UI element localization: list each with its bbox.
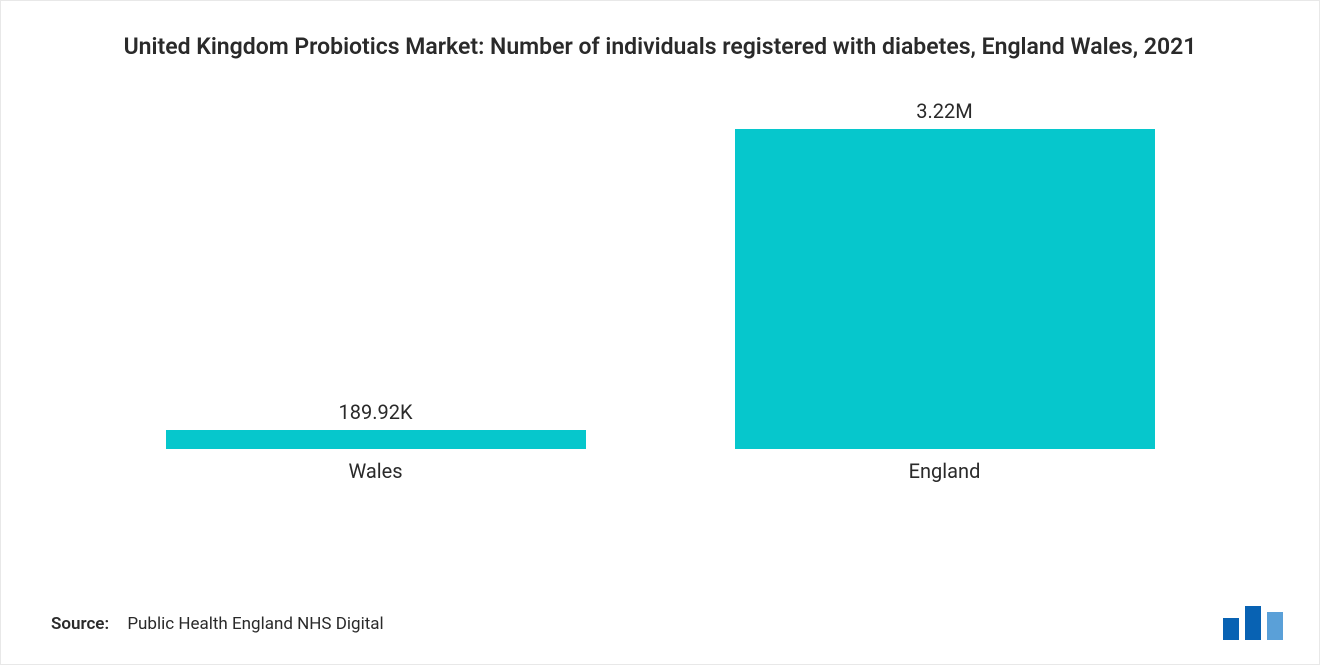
- source-text: Public Health England NHS Digital: [127, 614, 383, 634]
- bar-category-label: Wales: [348, 459, 402, 483]
- bar-value-label: 3.22M: [916, 99, 972, 123]
- chart-title: United Kingdom Probiotics Market: Number…: [110, 31, 1210, 63]
- source-label: Source:: [51, 614, 109, 634]
- source-attribution: Source: Public Health England NHS Digita…: [51, 614, 384, 634]
- mordor-logo-icon: [1219, 602, 1289, 642]
- bar-group-england: 3.22M England: [735, 99, 1155, 483]
- bar: [735, 129, 1155, 449]
- bar-value-label: 189.92K: [338, 400, 412, 424]
- chart-container: United Kingdom Probiotics Market: Number…: [0, 0, 1320, 665]
- chart-plot-area: 189.92KWales3.22MEngland: [51, 103, 1269, 483]
- bar-group-wales: 189.92K Wales: [166, 400, 586, 483]
- bar-category-label: England: [909, 459, 981, 483]
- bar: [166, 430, 586, 449]
